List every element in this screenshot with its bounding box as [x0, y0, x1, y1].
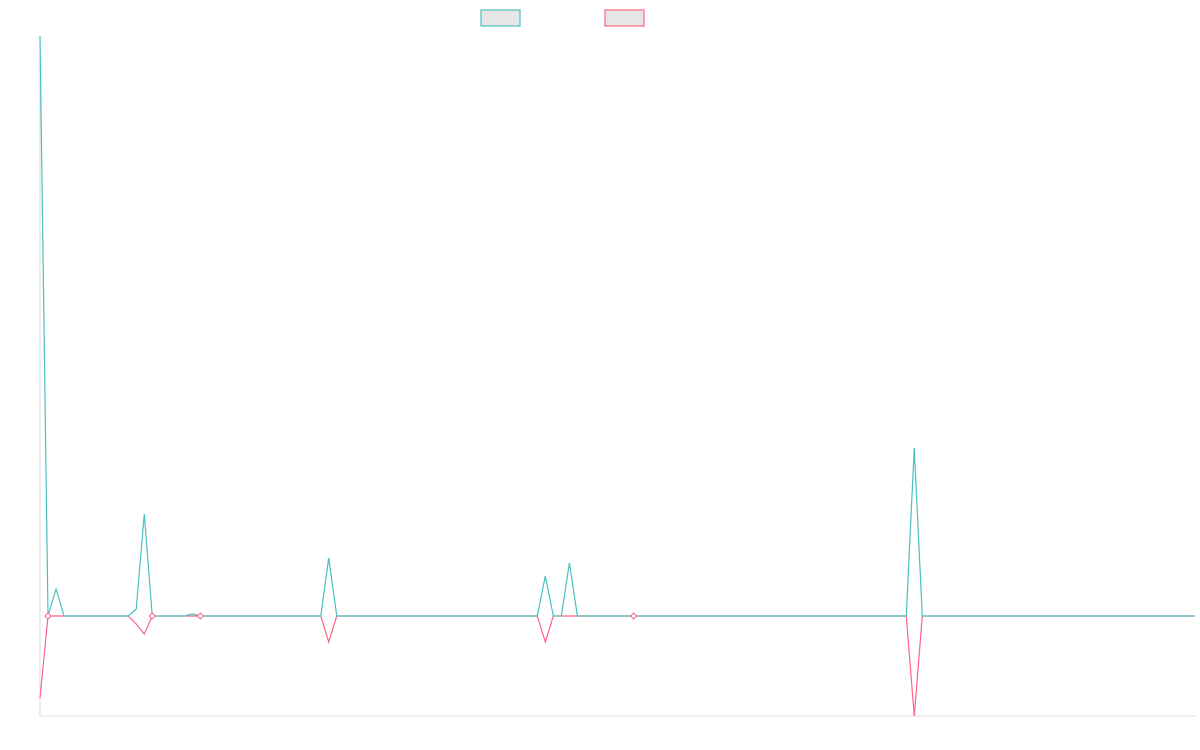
series-group: [39, 35, 1195, 717]
data-point-marker[interactable]: [148, 612, 156, 620]
legend-swatch: [480, 9, 521, 27]
data-point-marker[interactable]: [196, 612, 205, 620]
data-point-marker[interactable]: [44, 612, 52, 620]
legend-swatch: [604, 9, 645, 27]
legend-item-2[interactable]: [604, 9, 645, 27]
series-line-2: [39, 615, 1195, 717]
legend: [480, 9, 645, 27]
point-markers: [44, 612, 638, 620]
legend-item-1[interactable]: [480, 9, 521, 27]
axes: [39, 36, 1195, 717]
series-line-1: [39, 35, 1195, 617]
data-point-marker[interactable]: [629, 612, 638, 620]
